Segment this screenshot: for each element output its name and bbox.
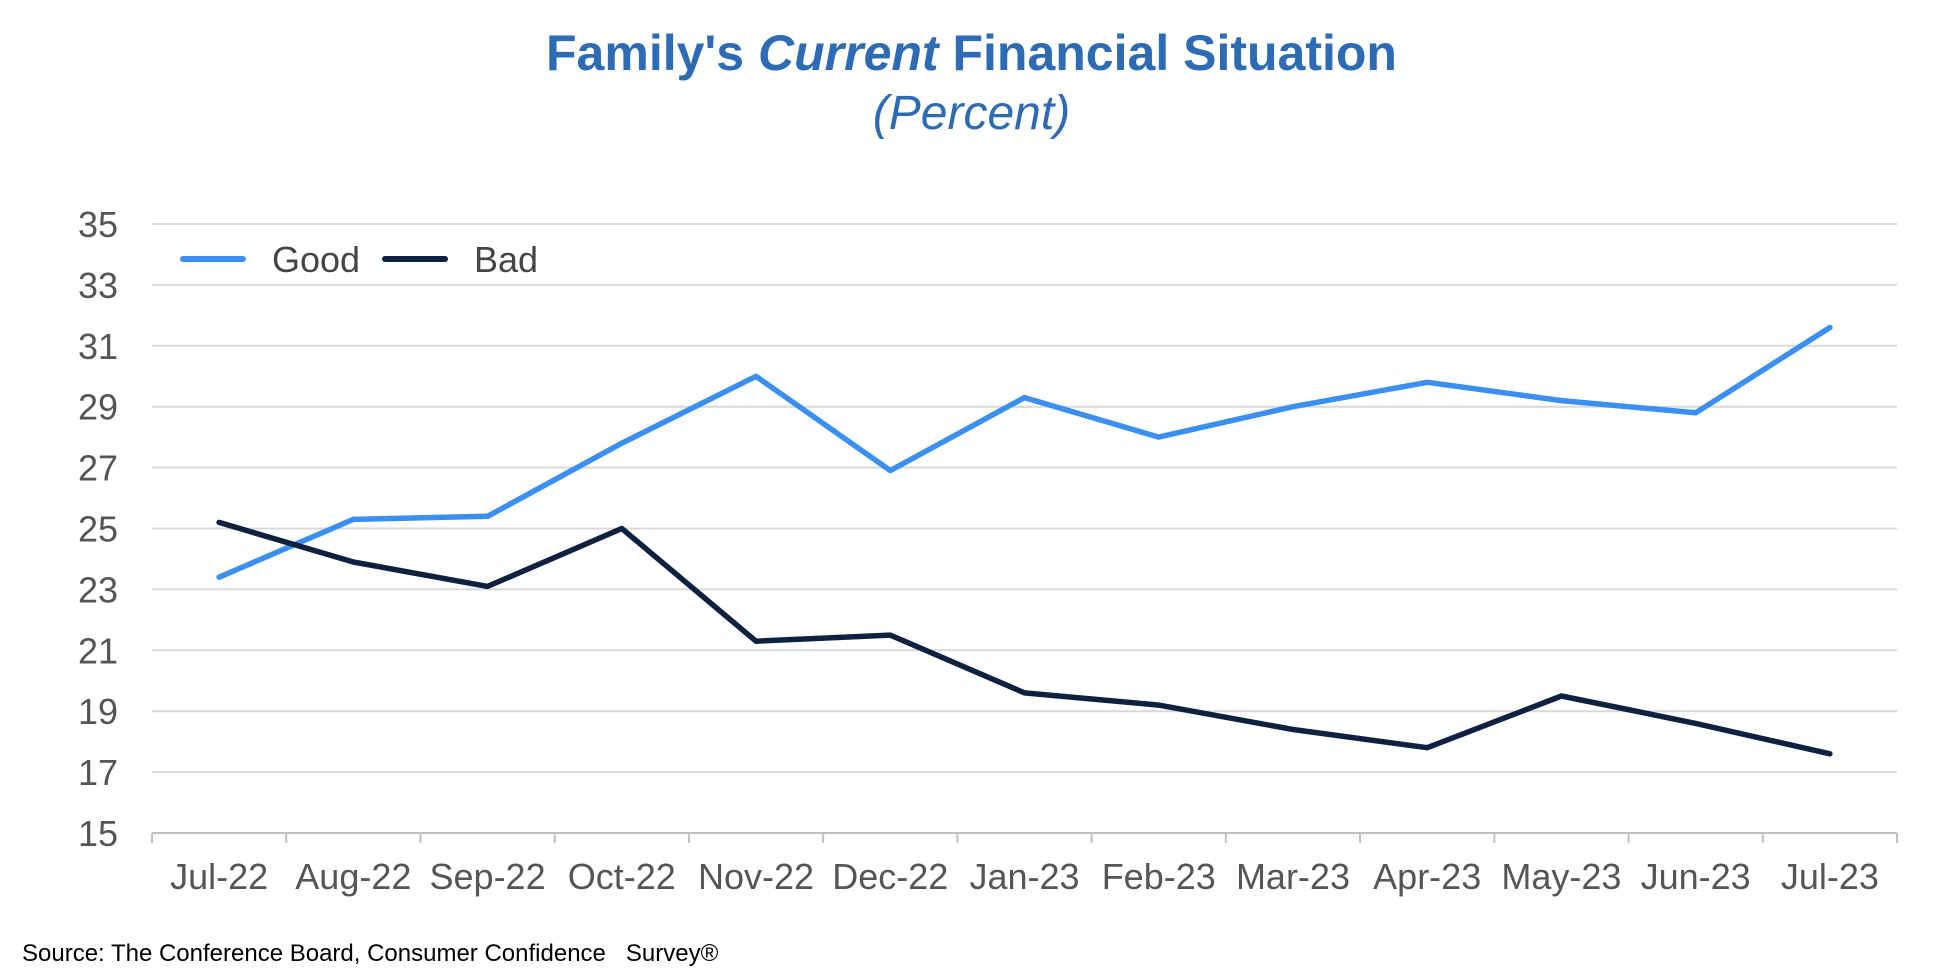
- chart-title-before: Family's: [546, 25, 759, 81]
- x-tick-label: Mar-23: [1236, 856, 1350, 897]
- x-tick-label: Jul-23: [1781, 856, 1879, 897]
- y-tick-label: 27: [78, 448, 118, 489]
- x-tick-label: Sep-22: [430, 856, 546, 897]
- y-tick-label: 23: [78, 569, 118, 610]
- x-tick-label: Feb-23: [1102, 856, 1216, 897]
- chart-title: Family's Current Financial Situation: [0, 22, 1943, 84]
- x-tick-label: May-23: [1501, 856, 1621, 897]
- x-tick-label: Dec-22: [832, 856, 948, 897]
- y-tick-label: 17: [78, 752, 118, 793]
- y-tick-label: 33: [78, 265, 118, 306]
- gridlines: [152, 223, 1897, 774]
- y-tick-label: 35: [78, 204, 118, 245]
- chart-subtitle: (Percent): [872, 87, 1071, 140]
- x-axis-ticks: Jul-22 Aug-22 Sep-22 Oct-22 Nov-22 Dec-22 Jan-…: [170, 856, 1879, 897]
- y-tick-label: 25: [78, 509, 118, 550]
- legend-label-good: Good: [272, 239, 360, 280]
- y-tick-label: 15: [78, 813, 118, 854]
- y-tick-label: 21: [78, 630, 118, 671]
- x-tick-label: Jul-22: [170, 856, 268, 897]
- x-tick-label: Apr-23: [1373, 856, 1481, 897]
- series-line-good: [216, 324, 1833, 580]
- series-line-bad: [216, 519, 1833, 757]
- y-tick-label: 19: [78, 691, 118, 732]
- legend: Good Bad: [180, 239, 538, 280]
- x-tick-label: Jun-23: [1641, 856, 1751, 897]
- source-note: Source: The Conference Board, Consumer C…: [22, 940, 719, 967]
- x-tick-label: Aug-22: [295, 856, 411, 897]
- chart-title-after: Financial Situation: [938, 25, 1397, 81]
- series-lines: [216, 324, 1833, 757]
- title-block: Family's Current Financial Situation (Pe…: [0, 22, 1943, 144]
- x-tick-label: Nov-22: [698, 856, 814, 897]
- legend-label-bad: Bad: [474, 239, 538, 280]
- x-tick-label: Oct-22: [568, 856, 676, 897]
- axes: [151, 832, 1898, 843]
- y-tick-label: 31: [78, 326, 118, 367]
- y-axis-ticks: 15 17 19 21 23 25 27 29 31 33 35: [78, 204, 118, 854]
- y-tick-label: 29: [78, 387, 118, 428]
- x-tick-label: Jan-23: [969, 856, 1079, 897]
- chart-title-emphasis: Current: [758, 25, 939, 81]
